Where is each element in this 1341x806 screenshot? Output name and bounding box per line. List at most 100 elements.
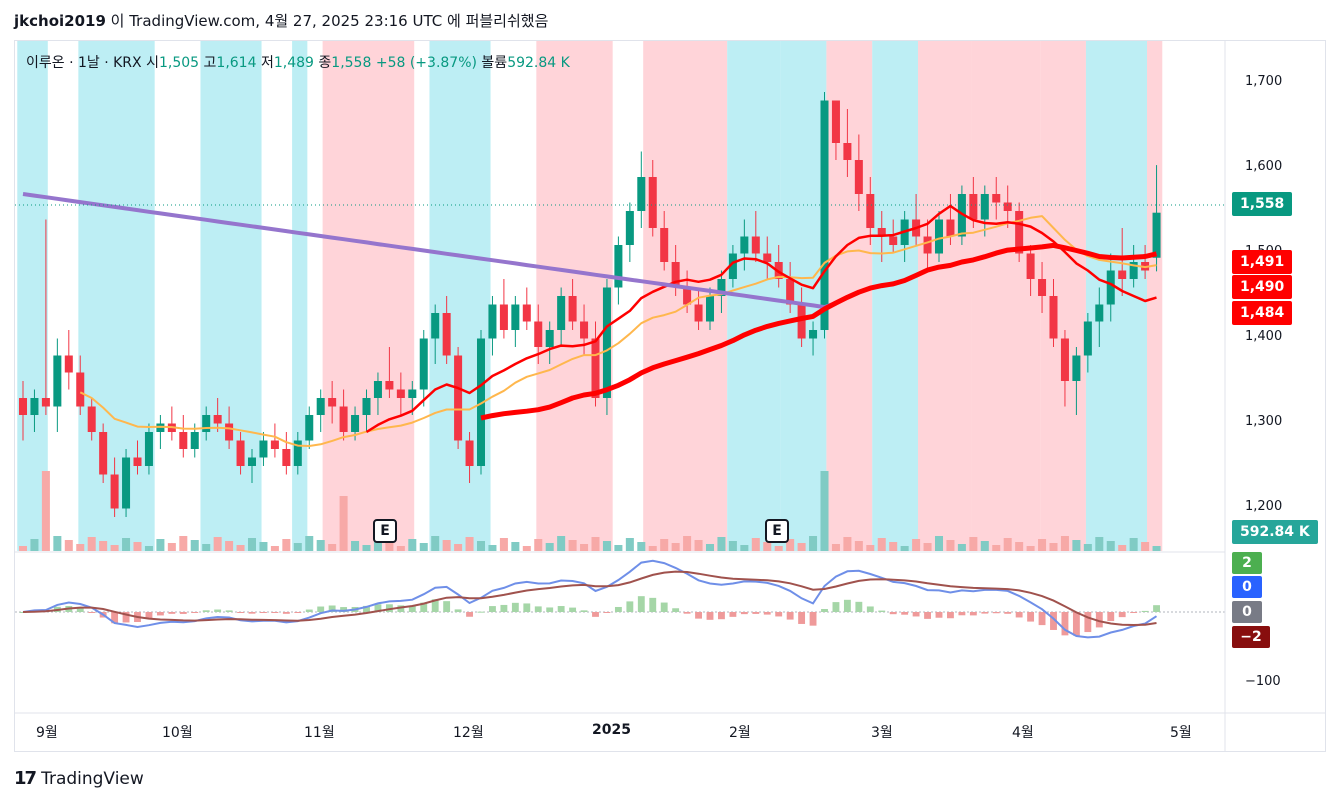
macd-histogram-bar bbox=[385, 604, 393, 612]
volume-bar bbox=[225, 541, 234, 551]
last-price-tag: 1,558 bbox=[1232, 192, 1293, 216]
volume-bar bbox=[167, 543, 176, 551]
macd-histogram-bar bbox=[1050, 612, 1057, 630]
macd-histogram-bar bbox=[202, 610, 210, 612]
macd-histogram-bar bbox=[1130, 612, 1138, 614]
macd-histogram-bar bbox=[168, 612, 176, 614]
macd-histogram-bar bbox=[878, 610, 886, 612]
volume-bar bbox=[831, 544, 840, 551]
volume-bar bbox=[751, 538, 760, 551]
macd-histogram-bar bbox=[260, 612, 267, 613]
candle-body bbox=[751, 236, 760, 254]
price-tick-1200: 1,200 bbox=[1245, 499, 1283, 514]
candle-body bbox=[1038, 279, 1047, 296]
candle-body bbox=[385, 381, 394, 390]
volume-bar bbox=[1015, 542, 1024, 551]
volume-bar bbox=[1152, 546, 1161, 551]
macd-histogram-bar bbox=[798, 612, 806, 624]
macd-line-tag: 0 bbox=[1232, 576, 1262, 598]
candle-body bbox=[522, 304, 531, 322]
volume-bar bbox=[419, 543, 428, 551]
price-tick-1400: 1,400 bbox=[1245, 329, 1283, 344]
candle-body bbox=[213, 415, 222, 424]
high-label: 고 bbox=[203, 55, 217, 71]
candle-body bbox=[1060, 338, 1069, 381]
candle-body bbox=[110, 474, 119, 509]
macd-histogram-bar bbox=[1038, 612, 1046, 626]
earnings-marker[interactable]: E bbox=[373, 519, 397, 543]
chart-canvas[interactable] bbox=[15, 41, 1325, 751]
macd-histogram-bar bbox=[763, 612, 771, 615]
macd-zero-tag: 0 bbox=[1232, 601, 1262, 623]
candle-body bbox=[351, 415, 360, 432]
candle-body bbox=[373, 381, 382, 398]
macd-histogram-bar bbox=[225, 610, 233, 612]
macd-histogram-bar bbox=[500, 604, 508, 612]
macd-histogram-bar bbox=[76, 608, 84, 612]
macd-histogram-bar bbox=[408, 605, 416, 612]
macd-histogram-bar bbox=[420, 602, 428, 612]
volume-bar bbox=[683, 536, 692, 551]
volume-bar bbox=[122, 538, 131, 551]
volume-bar bbox=[133, 542, 142, 551]
volume-bar bbox=[637, 542, 646, 551]
volume-bar bbox=[247, 538, 257, 551]
low-value: 1,489 bbox=[273, 55, 314, 71]
volume-bar bbox=[213, 537, 222, 551]
macd-histogram-bar bbox=[523, 603, 531, 612]
time-label-sep: 9월 bbox=[36, 725, 58, 741]
footer-brand[interactable]: 17 TradingView bbox=[14, 768, 144, 789]
candle-body bbox=[831, 100, 840, 143]
volume-bar bbox=[717, 537, 726, 551]
volume-bar bbox=[202, 544, 211, 551]
chart-frame[interactable] bbox=[14, 40, 1326, 752]
volume-bar bbox=[351, 541, 360, 551]
candle-body bbox=[41, 398, 50, 407]
ma-orange-line bbox=[79, 215, 1157, 447]
macd-histogram-bar bbox=[19, 612, 27, 613]
candle-body bbox=[247, 457, 257, 466]
candle-body bbox=[316, 398, 325, 415]
symbol-legend[interactable]: 이루온 · 1날 · KRX 시1,505 고1,614 저1,489 종1,5… bbox=[26, 52, 570, 72]
macd-histogram-bar bbox=[88, 612, 96, 613]
volume-bar bbox=[957, 544, 966, 551]
volume-bar bbox=[763, 542, 772, 551]
volume-bar bbox=[1072, 540, 1081, 551]
volume-bar bbox=[499, 538, 508, 551]
macd-histogram-bar bbox=[145, 612, 153, 619]
macd-histogram-bar bbox=[981, 612, 989, 614]
volume-bar bbox=[1118, 545, 1127, 551]
background-band bbox=[17, 41, 48, 551]
candle-body bbox=[1072, 355, 1081, 381]
macd-histogram-bar bbox=[1095, 612, 1103, 628]
macd-histogram-bar bbox=[1141, 610, 1149, 612]
symbol-name: 이루온 · 1날 · KRX bbox=[26, 55, 142, 71]
candle-body bbox=[122, 457, 131, 509]
candle-body bbox=[854, 160, 863, 194]
volume-bar bbox=[946, 540, 955, 551]
volume-bar bbox=[534, 539, 543, 551]
volume-bar bbox=[900, 546, 909, 551]
volume-bar bbox=[236, 545, 245, 551]
macd-histogram-bar bbox=[935, 612, 943, 618]
macd-histogram-bar bbox=[809, 612, 817, 626]
volume-bar bbox=[156, 539, 165, 551]
volume-bar bbox=[431, 536, 440, 551]
candle-body bbox=[1152, 212, 1161, 258]
volume-bar bbox=[259, 542, 268, 551]
macd-histogram-bar bbox=[534, 606, 542, 612]
macd-histogram-bar bbox=[580, 610, 588, 612]
macd-histogram-bar bbox=[603, 612, 611, 613]
volume-bar bbox=[969, 537, 978, 551]
volume-bar bbox=[1129, 538, 1138, 551]
earnings-marker[interactable]: E bbox=[765, 519, 789, 543]
volume-bar bbox=[797, 543, 806, 551]
candle-body bbox=[339, 406, 348, 432]
candle-body bbox=[202, 415, 211, 432]
candle-body bbox=[53, 355, 62, 407]
volume-bar bbox=[30, 539, 39, 551]
candle-body bbox=[144, 432, 153, 466]
publish-header: jkchoi2019 이 TradingView.com, 4월 27, 202… bbox=[14, 10, 548, 31]
author-name[interactable]: jkchoi2019 bbox=[14, 12, 106, 30]
candle-body bbox=[980, 194, 989, 220]
